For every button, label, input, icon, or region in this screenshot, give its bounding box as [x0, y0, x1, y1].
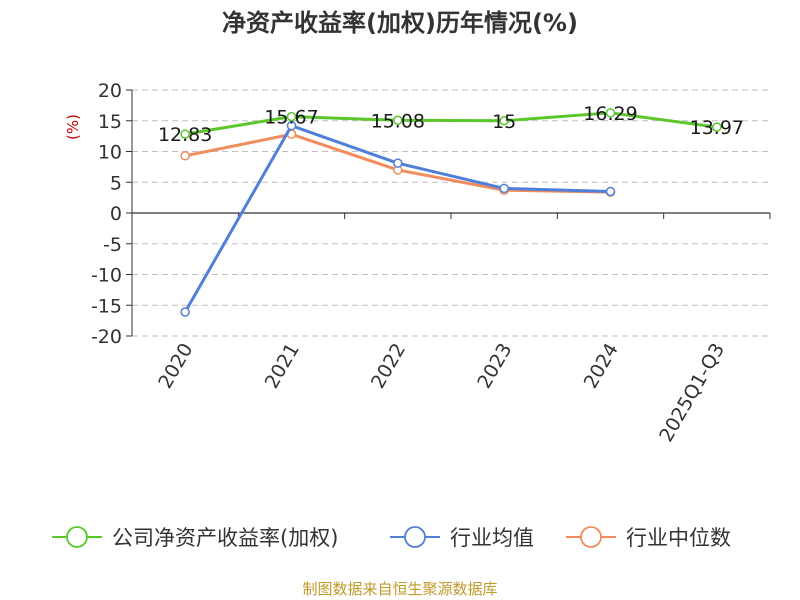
source-note: 制图数据来自恒生聚源数据库 — [302, 580, 497, 598]
y-tick-label: -5 — [103, 234, 122, 256]
chart-title: 净资产收益率(加权)历年情况(%) — [222, 9, 578, 37]
x-tick-label: 2020 — [154, 340, 197, 393]
data-point — [605, 108, 616, 118]
y-tick-label: 10 — [98, 142, 122, 164]
legend-marker — [580, 526, 602, 548]
data-point — [180, 151, 190, 161]
y-axis-label: (%) — [64, 114, 82, 140]
legend[interactable]: 公司净资产收益率(加权) 行业均值 行业中位数 — [52, 526, 731, 550]
legend-label: 行业中位数 — [626, 526, 731, 550]
data-label: 12.83 — [158, 124, 212, 146]
legend-item[interactable]: 行业均值 — [390, 526, 534, 550]
series-group: 12.83 15.67 15.08 15 16.29 13.97 — [158, 103, 744, 317]
data-label: 15.67 — [264, 107, 318, 129]
x-tick-label: 2022 — [367, 340, 410, 393]
legend-marker — [66, 526, 88, 548]
x-tick-label: 2021 — [261, 340, 304, 393]
y-tick-label: -15 — [91, 295, 122, 317]
data-label: 15 — [492, 111, 516, 133]
y-tick-label: 0 — [110, 203, 122, 225]
data-point — [499, 116, 509, 126]
data-point — [180, 129, 190, 139]
legend-label: 行业均值 — [450, 526, 534, 550]
data-point — [286, 120, 297, 131]
y-tick-label: 5 — [110, 172, 122, 194]
data-point — [712, 122, 722, 132]
legend-item[interactable]: 行业中位数 — [566, 526, 731, 550]
x-tick-label: 2023 — [473, 340, 516, 393]
data-point — [286, 111, 297, 122]
data-label: 15.08 — [371, 110, 425, 132]
legend-marker — [404, 526, 426, 548]
data-point — [393, 158, 403, 168]
x-tick-label: 2024 — [580, 340, 623, 393]
y-tick-label: 15 — [98, 111, 122, 133]
series-line — [184, 111, 718, 136]
data-label: 13.97 — [690, 117, 744, 139]
y-tick-label: 20 — [98, 80, 122, 102]
data-label: 16.29 — [583, 103, 637, 125]
data-point — [393, 115, 403, 126]
data-point — [605, 186, 616, 197]
y-tick-label: -10 — [91, 265, 122, 287]
y-tick-label: -20 — [91, 326, 122, 348]
series-line — [183, 124, 611, 313]
legend-label: 公司净资产收益率(加权) — [112, 526, 338, 550]
legend-item[interactable]: 公司净资产收益率(加权) — [52, 526, 338, 550]
data-point — [499, 183, 509, 194]
x-tick-label: 2025Q1-Q3 — [655, 340, 729, 446]
data-point — [180, 307, 190, 317]
